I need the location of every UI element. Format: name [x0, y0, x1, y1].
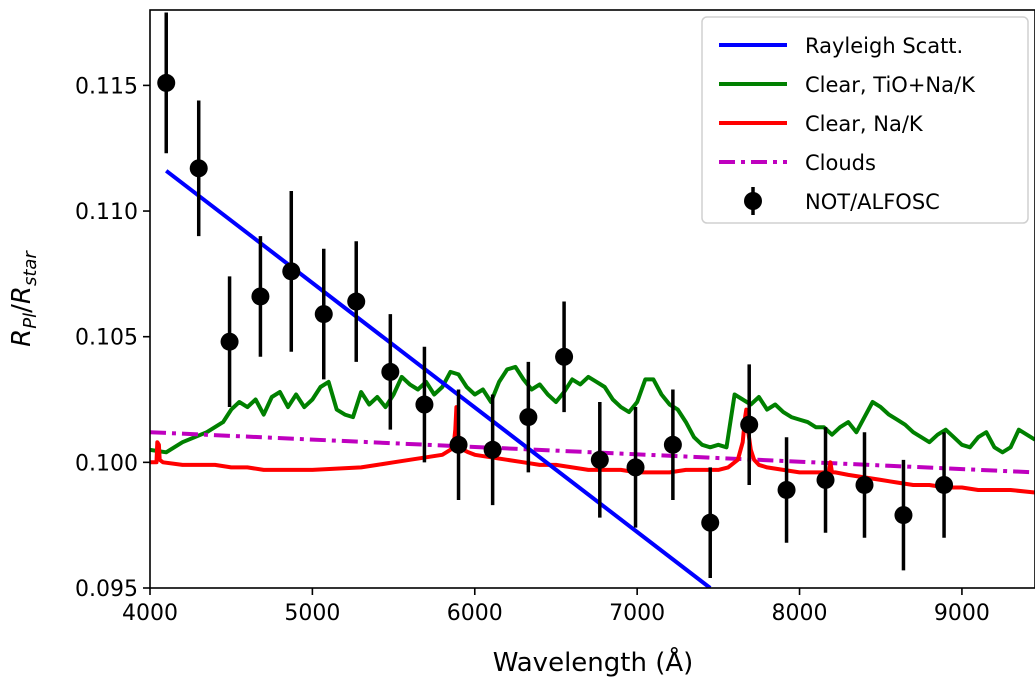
data-point: [381, 362, 400, 381]
data-point: [314, 305, 333, 324]
data-point: [894, 506, 913, 525]
y-tick-label: 0.115: [75, 74, 138, 99]
data-point: [935, 475, 954, 494]
x-axis: 4000 5000 6000 7000 8000 9000: [122, 588, 990, 626]
plot-frame: [149, 9, 1035, 589]
data-point: [777, 480, 796, 499]
data-point: [701, 513, 720, 532]
series-line-clouds: [150, 430, 1035, 475]
x-tick-label: 7000: [609, 601, 665, 626]
data-point: [740, 415, 759, 434]
data-point: [157, 73, 176, 92]
data-point: [816, 470, 835, 489]
data-point: [347, 292, 366, 311]
legend-label: NOT/ALFOSC: [805, 190, 940, 214]
legend-swatch-point: [744, 192, 762, 210]
y-tick-label: 0.105: [75, 326, 138, 351]
legend: Rayleigh Scatt. Clear, TiO+Na/K Clear, Na/…: [701, 16, 1029, 224]
legend-label: Clear, Na/K: [805, 112, 924, 136]
x-tick-label: 9000: [934, 601, 990, 626]
data-point: [483, 440, 502, 459]
data-point: [555, 347, 574, 366]
x-tick-label: 5000: [284, 601, 340, 626]
plot-series: [150, 169, 1035, 588]
series-line-clear-tio-na-k: [150, 364, 1035, 455]
legend-frame: [701, 16, 1029, 224]
legend-label: Clouds: [805, 151, 876, 175]
legend-label: Clear, TiO+Na/K: [805, 73, 976, 97]
data-point: [663, 435, 682, 454]
x-tick-label: 4000: [122, 601, 178, 626]
data-point: [220, 332, 239, 351]
y-axis: 0.095 0.100 0.105 0.110 0.115: [75, 74, 150, 602]
data-point: [251, 287, 270, 306]
data-point: [590, 450, 609, 469]
y-tick-label: 0.095: [75, 577, 138, 602]
x-axis-title: Wavelength (Å): [493, 646, 694, 678]
data-point: [449, 435, 468, 454]
x-tick-label: 8000: [772, 601, 828, 626]
data-point: [855, 475, 874, 494]
y-tick-label: 0.100: [75, 451, 138, 476]
data-point: [415, 395, 434, 414]
series-line-clear-na-k: [150, 405, 1035, 495]
legend-label: Rayleigh Scatt.: [805, 34, 963, 58]
y-axis-title: RPl/Rstar: [7, 250, 41, 347]
data-point: [282, 262, 301, 281]
y-tick-label: 0.110: [75, 200, 138, 225]
data-point: [519, 408, 538, 427]
x-tick-label: 6000: [447, 601, 503, 626]
data-point: [626, 458, 645, 477]
error-bars: [157, 12, 954, 578]
data-point: [189, 159, 208, 178]
series-line-rayleigh-scatt: [164, 169, 712, 588]
